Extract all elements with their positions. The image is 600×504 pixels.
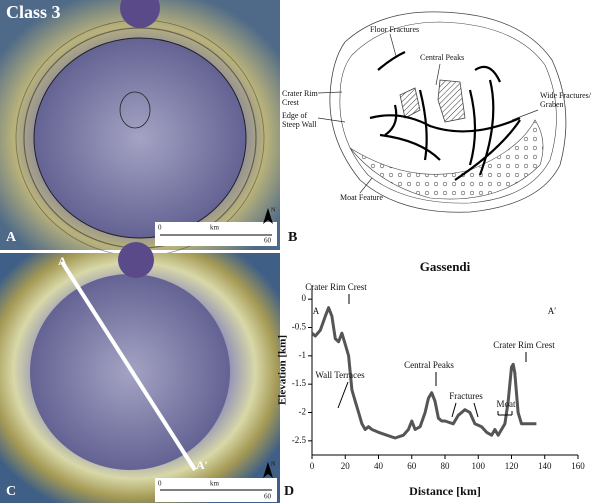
scale-unit: km	[210, 480, 220, 488]
x-tick-label: 80	[441, 461, 451, 471]
annotation: Fractures	[449, 391, 483, 401]
annotation: Moat	[497, 399, 516, 409]
x-tick-label: 160	[571, 461, 585, 471]
y-tick-label: 0	[302, 293, 307, 303]
panel-label: B	[288, 230, 297, 245]
x-tick-label: 60	[407, 461, 417, 471]
north-label: N	[271, 461, 276, 467]
panel-c-image	[0, 242, 280, 503]
panel-title: Class 3	[6, 2, 61, 22]
leader-line	[359, 177, 373, 194]
scale-end: 60	[264, 493, 272, 501]
x-tick-label: 0	[310, 461, 315, 471]
x-tick-label: 40	[374, 461, 384, 471]
annotation: Central Peaks	[404, 360, 454, 370]
x-tick-label: 20	[341, 461, 351, 471]
annotation: Floor Fractures	[370, 25, 419, 34]
panel-label: C	[6, 484, 16, 499]
scale-unit: km	[210, 224, 220, 232]
annotation: Crater Rim Crest	[493, 340, 555, 350]
north-label: N	[271, 207, 276, 213]
profile-end: A′	[196, 458, 208, 472]
profile-line	[311, 306, 537, 440]
annotation: A′	[548, 306, 556, 316]
annotation: A	[313, 306, 320, 316]
y-tick-label: -2.5	[292, 435, 307, 445]
annotation: Central Peaks	[420, 53, 464, 62]
panel-label: A	[6, 230, 17, 245]
x-tick-label: 100	[472, 461, 486, 471]
x-tick-label: 140	[538, 461, 552, 471]
leader-line	[511, 109, 539, 121]
annotation-arrow	[337, 381, 349, 409]
annotation-arrow	[451, 402, 457, 418]
y-tick-label: -2	[299, 407, 307, 417]
x-tick-label: 120	[505, 461, 519, 471]
profile-line	[60, 260, 197, 472]
y-tick-label: -0.5	[292, 322, 307, 332]
annotation: Moat Feature	[340, 193, 383, 202]
panel-b-sketch	[329, 11, 567, 213]
annotation: Edge of Steep Wall	[282, 111, 317, 129]
annotation: Wide Fractures/Graben	[540, 91, 592, 109]
leader-line	[317, 91, 343, 94]
annotation: Crater Rim Crest	[305, 282, 367, 292]
annotation: Wall Terraces	[315, 370, 365, 380]
leader-line	[435, 63, 441, 86]
scale-box-c	[155, 462, 277, 502]
scale-end: 60	[264, 237, 272, 245]
y-tick-label: -1.5	[292, 378, 307, 388]
x-axis-label: Distance [km]	[409, 484, 481, 498]
profile-start: A	[58, 254, 67, 268]
scale-start: 0	[158, 480, 162, 488]
panel-a-image	[0, 0, 280, 257]
annotation-arrow	[473, 402, 479, 418]
y-tick-label: -1	[299, 350, 307, 360]
panel-label: D	[284, 484, 294, 499]
leader-line	[317, 117, 346, 123]
scale-box-a	[155, 208, 277, 246]
y-axis-label: Elevation [km]	[277, 335, 289, 405]
leader-line	[389, 33, 397, 57]
scale-start: 0	[158, 224, 162, 232]
chart-title: Gassendi	[420, 259, 471, 274]
annotation: Crater Rim Crest	[282, 89, 319, 107]
